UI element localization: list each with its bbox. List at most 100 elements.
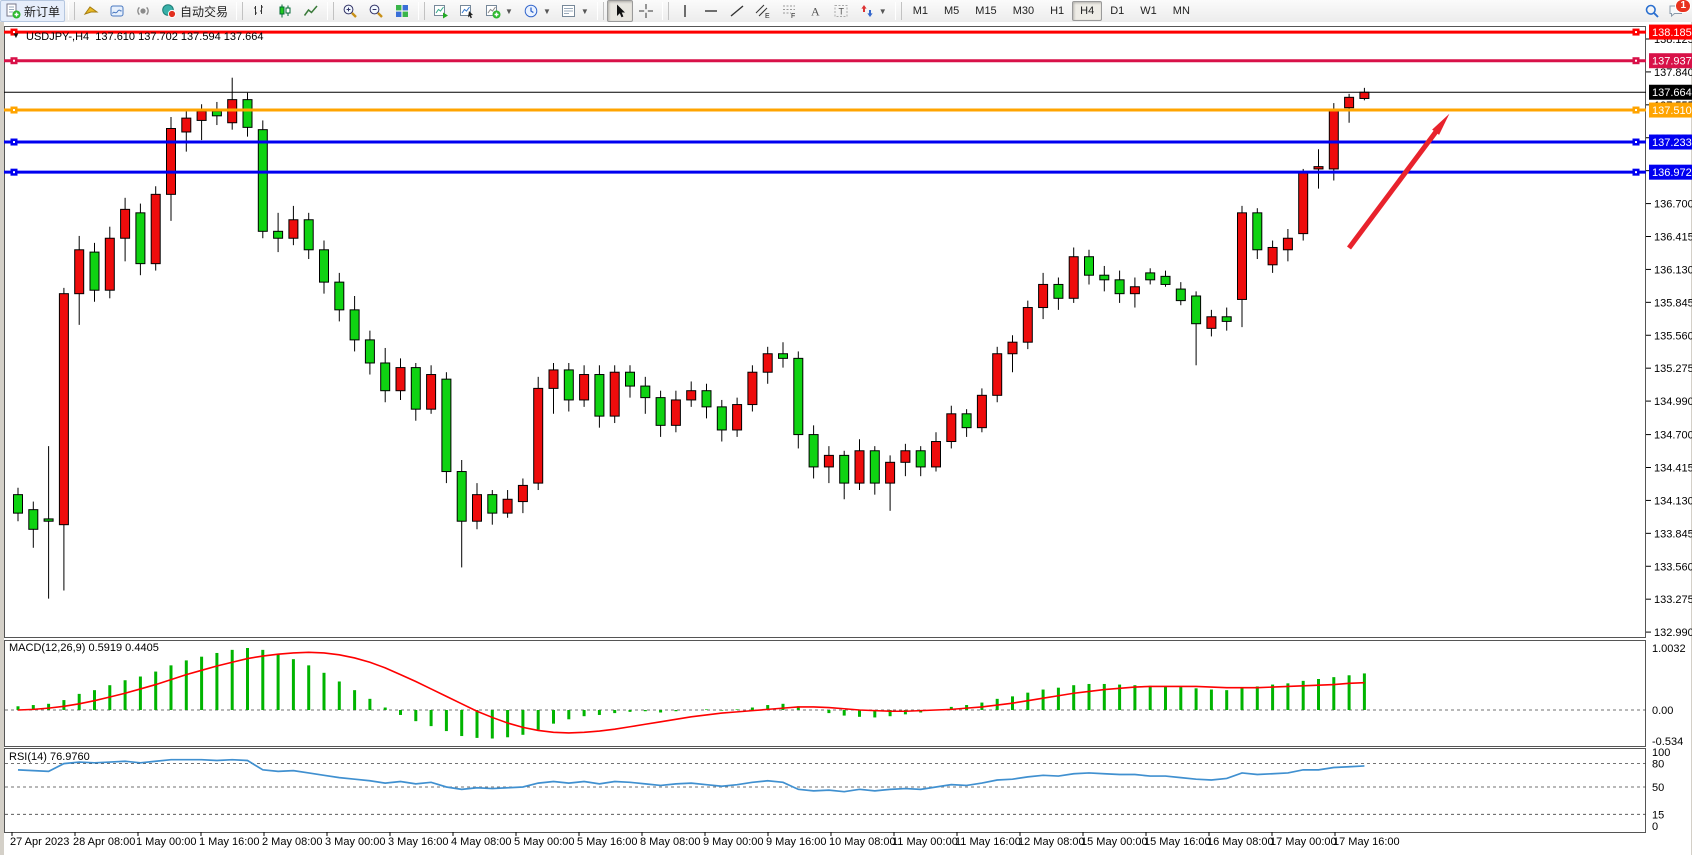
search-icon[interactable] xyxy=(1644,3,1660,19)
date-tick: 15 May 00:00 xyxy=(1081,836,1148,848)
tile-windows-button[interactable] xyxy=(389,0,415,22)
toolbar-separator xyxy=(894,2,902,20)
profiles-button[interactable] xyxy=(454,0,480,22)
price-tag-text: 136.972 xyxy=(1652,167,1692,179)
timeframe-button-d1[interactable]: D1 xyxy=(1110,5,1125,17)
svg-text:A: A xyxy=(811,5,820,19)
timeframe-button-mn[interactable]: MN xyxy=(1172,5,1190,17)
autotrading-icon xyxy=(161,3,177,19)
date-tick: 12 May 08:00 xyxy=(1018,836,1085,848)
date-tick: 5 May 16:00 xyxy=(577,836,638,848)
bar-chart-button[interactable] xyxy=(246,0,272,22)
symbol-dropdown-icon[interactable]: ▼ xyxy=(12,31,20,40)
price-tag xyxy=(1649,164,1692,180)
date-tick: 4 May 08:00 xyxy=(451,836,512,848)
horizontal-line-button[interactable] xyxy=(698,0,724,22)
new-order-button[interactable]: 新订单 xyxy=(0,0,66,22)
price-tag xyxy=(1649,84,1692,100)
notifications-button[interactable]: 1 xyxy=(1668,0,1691,19)
rsi-axis-label: 80 xyxy=(1652,759,1664,771)
toolbar-separator xyxy=(236,2,244,20)
timeframe-button-m30[interactable]: M30 xyxy=(1012,5,1035,17)
tile-windows-icon xyxy=(394,3,410,19)
fibonacci-button[interactable]: F xyxy=(776,0,802,22)
line-chart-button[interactable] xyxy=(298,0,324,22)
rsi-line xyxy=(17,758,1365,793)
text-icon: A xyxy=(807,3,823,19)
price-tick: 133.275 xyxy=(1654,594,1692,606)
rsi-axis-label: 0 xyxy=(1652,821,1658,833)
vertical-line-button[interactable] xyxy=(672,0,698,22)
timeframe-button-w1[interactable]: W1 xyxy=(1140,5,1157,17)
trendline-button[interactable] xyxy=(724,0,750,22)
price-tick: 132.990 xyxy=(1654,627,1692,639)
price-tick: 136.700 xyxy=(1654,199,1692,211)
market-watch-button[interactable] xyxy=(78,0,104,22)
macd-signal-line xyxy=(17,651,1365,734)
crosshair-button[interactable] xyxy=(633,0,659,22)
price-tag-text: 137.233 xyxy=(1652,137,1692,149)
chart-window[interactable]: 138.125137.840137.555137.270136.985136.7… xyxy=(0,22,1692,855)
data-window-button[interactable] xyxy=(104,0,130,22)
date-tick: 3 May 00:00 xyxy=(325,836,386,848)
autotrading-button[interactable]: 自动交易 xyxy=(156,0,233,22)
crosshair-icon xyxy=(638,3,654,19)
date-tick: 2 May 08:00 xyxy=(262,836,323,848)
rsi-axis-label: 100 xyxy=(1652,747,1670,759)
horizontal-line-icon xyxy=(703,3,719,19)
date-tick: 5 May 00:00 xyxy=(514,836,575,848)
candlestick-chart-button[interactable] xyxy=(272,0,298,22)
sound-button[interactable] xyxy=(130,0,156,22)
price-tag-text: 138.185 xyxy=(1652,27,1692,39)
templates-button[interactable]: ▼ xyxy=(556,0,594,22)
text-label-icon: T xyxy=(833,3,849,19)
text-label-button[interactable]: T xyxy=(828,0,854,22)
chart-canvas[interactable]: 138.125137.840137.555137.270136.985136.7… xyxy=(4,22,1692,855)
price-tick: 135.845 xyxy=(1654,297,1692,309)
trendline-icon xyxy=(729,3,745,19)
date-tick: 3 May 16:00 xyxy=(388,836,449,848)
toolbar-separator xyxy=(68,2,76,20)
arrows-button[interactable]: ▼ xyxy=(854,0,892,22)
price-tick: 134.415 xyxy=(1654,463,1692,475)
timeframe-button-m1[interactable]: M1 xyxy=(912,5,928,17)
date-tick: 8 May 08:00 xyxy=(640,836,701,848)
rsi-axis-label: 50 xyxy=(1652,782,1664,794)
timeframe-button-m5[interactable]: M5 xyxy=(944,5,960,17)
fibonacci-icon: F xyxy=(781,3,797,19)
periods-button[interactable]: ▼ xyxy=(518,0,556,22)
price-tag xyxy=(1649,134,1692,150)
zoom-out-button[interactable] xyxy=(363,0,389,22)
bar-chart-icon xyxy=(251,3,267,19)
indicators-button[interactable]: ▼ xyxy=(480,0,518,22)
timeframe-button-h1[interactable]: H1 xyxy=(1050,5,1065,17)
macd-pane xyxy=(4,640,1646,747)
price-tag-text: 137.937 xyxy=(1652,56,1692,68)
toolbar-separator xyxy=(661,2,669,20)
zoom-in-button[interactable] xyxy=(337,0,363,22)
new-chart-button[interactable] xyxy=(428,0,454,22)
price-tag xyxy=(1649,53,1692,69)
vertical-line-icon xyxy=(677,3,693,19)
rsi-pane xyxy=(4,748,1646,833)
timeframe-button-m15[interactable]: M15 xyxy=(975,5,997,17)
zoom-in-icon xyxy=(342,3,358,19)
main-pane xyxy=(4,26,1646,638)
text-button[interactable]: A xyxy=(802,0,828,22)
price-tag-text: 137.510 xyxy=(1652,105,1692,117)
equidistant-channel-button[interactable]: E xyxy=(750,0,776,22)
cursor-button[interactable] xyxy=(606,0,633,22)
date-tick: 9 May 16:00 xyxy=(766,836,827,848)
new-order-button-label: 新订单 xyxy=(24,4,61,19)
macd-group xyxy=(16,648,1366,739)
price-tick: 133.845 xyxy=(1654,528,1692,540)
timeframe-button-h4[interactable]: H4 xyxy=(1072,1,1103,21)
cursor-icon xyxy=(612,3,628,19)
arrows-icon xyxy=(859,3,875,19)
date-tick: 17 May 16:00 xyxy=(1333,836,1400,848)
trend-arrow-annotation[interactable] xyxy=(1346,123,1444,250)
sound-icon xyxy=(135,3,151,19)
chevron-down-icon: ▼ xyxy=(878,6,887,16)
candlestick-chart-icon xyxy=(277,3,293,19)
svg-text:T: T xyxy=(838,7,844,17)
